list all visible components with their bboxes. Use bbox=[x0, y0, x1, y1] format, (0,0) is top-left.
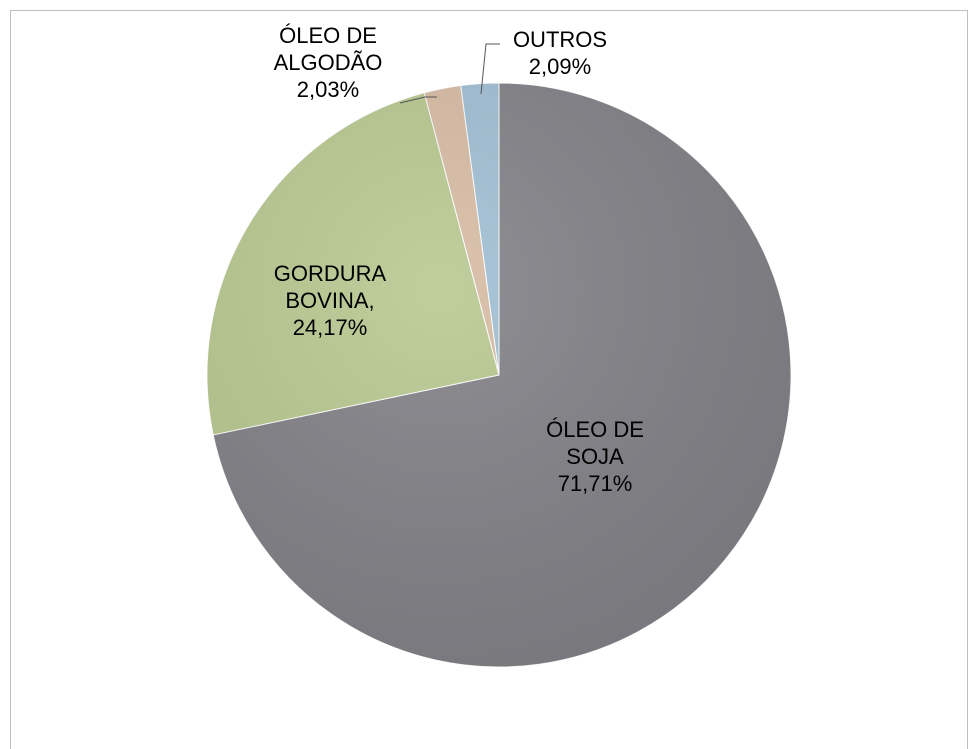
category-name: ÓLEO DE SOJA bbox=[546, 417, 644, 469]
data-label: OUTROS 2,09% bbox=[495, 26, 625, 80]
data-label: ÓLEO DE ALGODÃO 2,03% bbox=[263, 22, 393, 103]
category-name: GORDURA BOVINA, bbox=[273, 261, 387, 313]
leader-line bbox=[480, 43, 500, 95]
data-label: ÓLEO DE SOJA 71,71% bbox=[530, 416, 660, 497]
value-label: 24,17% bbox=[292, 315, 368, 340]
chart-border bbox=[10, 10, 968, 749]
leader-line bbox=[399, 96, 437, 104]
data-label: GORDURA BOVINA, 24,17% bbox=[265, 260, 395, 341]
pie bbox=[206, 82, 792, 668]
category-name: ÓLEO DE ALGODÃO bbox=[273, 23, 383, 75]
value-label: 2,03% bbox=[296, 77, 360, 102]
value-label: 71,71% bbox=[557, 471, 633, 496]
value-label: 2,09% bbox=[528, 54, 592, 79]
category-name: OUTROS bbox=[512, 27, 608, 52]
